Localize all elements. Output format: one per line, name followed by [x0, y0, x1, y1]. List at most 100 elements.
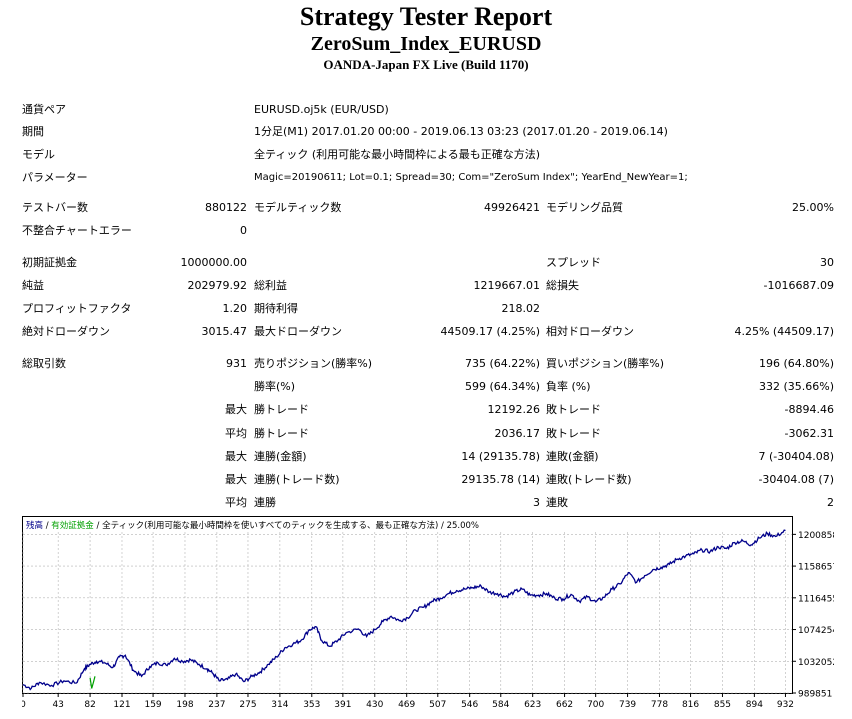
server-name: OANDA-Japan FX Live (Build 1170): [323, 57, 529, 72]
maxconswin-value: 14 (29135.78): [461, 450, 540, 463]
legend-balance: 残高: [26, 520, 43, 531]
reldd-value: 4.25% (44509.17): [734, 325, 834, 338]
netprofit-value: 202979.92: [187, 279, 248, 292]
short-label: 売りポジション(勝率%): [254, 357, 373, 370]
y-axis: 989851 1032052 1074254 1116455 1158657 120085…: [792, 531, 834, 700]
x-tick-label: 932: [777, 700, 794, 710]
chart-series: [22, 529, 786, 691]
x-tick-label: 700: [587, 700, 604, 710]
report-title: Strategy Tester Report: [299, 2, 553, 31]
expected-value: 218.02: [501, 302, 541, 315]
lossrate-label: 負率 (%): [546, 380, 591, 393]
grossprofit-value: 1219667.01: [473, 279, 540, 292]
legend-sep-3: /: [438, 521, 446, 531]
x-tick-label: 353: [303, 700, 320, 710]
legend-sep-2: /: [94, 521, 102, 531]
long-value: 196 (64.80%): [758, 357, 834, 370]
x-tick-label: 507: [429, 700, 446, 710]
short-value: 735 (64.22%): [464, 357, 540, 370]
x-tick-label: 275: [239, 700, 256, 710]
y-tick-label: 1074254: [798, 626, 834, 636]
x-tick-label: 430: [366, 700, 383, 710]
maxloss-value: -8894.46: [784, 403, 834, 416]
absdd-value: 3015.47: [201, 325, 248, 338]
avgconsloss-label: 連敗: [546, 496, 568, 509]
x-tick-label: 662: [556, 700, 573, 710]
deposit-label: 初期証拠金: [22, 256, 77, 269]
params-label: パラメーター: [22, 171, 88, 184]
x-axis: 0 43 82 121 159 198 237 275 314 353 391 430 469 507 54…: [22, 693, 794, 710]
avg-label-2: 平均: [225, 496, 247, 509]
x-tick-label: 159: [144, 700, 161, 710]
legend-quality: 25.00%: [447, 521, 479, 531]
mismatch-value: 0: [240, 224, 247, 237]
y-tick-label: 1032052: [798, 658, 834, 668]
grossloss-label: 総損失: [546, 279, 579, 292]
legend-model: 全ティック(利用可能な最小時間枠を使いすべてのティックを生成する、最も正確な方法…: [102, 520, 438, 531]
symbol-value: EURUSD.oj5k (EUR/USD): [254, 103, 389, 116]
x-tick-label: 198: [176, 700, 193, 710]
maxconslossamt-label: 連敗(トレード数): [546, 473, 632, 486]
x-tick-label: 391: [334, 700, 351, 710]
pf-value: 1.20: [222, 302, 248, 315]
y-tick-label: 1116455: [798, 594, 834, 604]
lossrate-value: 332 (35.66%): [758, 380, 834, 393]
quality-value: 25.00%: [792, 201, 834, 214]
absdd-label: 絶対ドローダウン: [22, 325, 110, 338]
ticks-value: 49926421: [484, 201, 540, 214]
x-tick-label: 43: [52, 700, 63, 710]
netprofit-label: 純益: [22, 279, 44, 292]
x-tick-label: 546: [461, 700, 478, 710]
chart-legend: 残高 / 有効証拠金 / 全ティック(利用可能な最小時間枠を使いすべてのティック…: [26, 520, 479, 531]
deposit-value: 1000000.00: [180, 256, 247, 269]
params-value: Magic=20190611; Lot=0.1; Spread=30; Com=…: [254, 172, 688, 183]
x-tick-label: 739: [619, 700, 636, 710]
symbol-label: 通貨ペア: [22, 103, 66, 116]
x-tick-label: 469: [398, 700, 415, 710]
avgconsloss-value: 2: [827, 496, 834, 509]
x-tick-label: 855: [714, 700, 731, 710]
avgconswin-label: 連勝: [254, 496, 276, 509]
winrate-value: 599 (64.34%): [464, 380, 540, 393]
winrate-label: 勝率(%): [254, 380, 296, 393]
x-tick-label: 82: [84, 700, 95, 710]
x-tick-label: 314: [271, 700, 288, 710]
trades-value: 931: [226, 357, 247, 370]
x-tick-label: 816: [682, 700, 699, 710]
ticks-label: モデルティック数: [254, 201, 342, 214]
bars-label: テストバー数: [22, 201, 88, 214]
trades-label: 総取引数: [22, 357, 66, 370]
avgloss-value: -3062.31: [784, 427, 834, 440]
spread-value: 30: [820, 256, 834, 269]
x-tick-label: 584: [492, 700, 509, 710]
maxwin-label: 勝トレード: [254, 403, 309, 416]
maxdd-value: 44509.17 (4.25%): [440, 325, 540, 338]
largest-label-3: 最大: [225, 473, 247, 486]
avg-label: 平均: [225, 427, 247, 440]
chart-frame: [22, 516, 793, 694]
balance-line: [22, 529, 786, 691]
y-tick-label: 989851: [798, 690, 832, 700]
equity-line: [89, 676, 96, 689]
ea-name: ZeroSum_Index_EURUSD: [310, 33, 542, 55]
model-label: モデル: [22, 148, 55, 161]
x-tick-label: 0: [22, 700, 26, 710]
x-tick-label: 894: [746, 700, 763, 710]
maxloss-label: 敗トレード: [546, 403, 601, 416]
largest-label-2: 最大: [225, 450, 247, 463]
expected-label: 期待利得: [254, 302, 298, 315]
balance-chart: 989851 1032052 1074254 1116455 1158657 120085…: [22, 516, 834, 710]
x-tick-label: 623: [524, 700, 541, 710]
mismatch-label: 不整合チャートエラー: [22, 224, 132, 237]
maxwin-value: 12192.26: [487, 403, 541, 416]
chart-grid: [22, 532, 792, 694]
pf-label: プロフィットファクタ: [22, 302, 132, 315]
x-tick-label: 121: [113, 700, 130, 710]
avgwin-label: 勝トレード: [254, 427, 309, 440]
maxdd-label: 最大ドローダウン: [254, 325, 342, 338]
period-label: 期間: [22, 125, 44, 138]
grossprofit-label: 総利益: [254, 279, 287, 292]
avgconswin-value: 3: [533, 496, 540, 509]
model-value: 全ティック (利用可能な最小時間枠による最も正確な方法): [254, 148, 541, 161]
maxconsloss-label: 連敗(金額): [546, 450, 599, 463]
